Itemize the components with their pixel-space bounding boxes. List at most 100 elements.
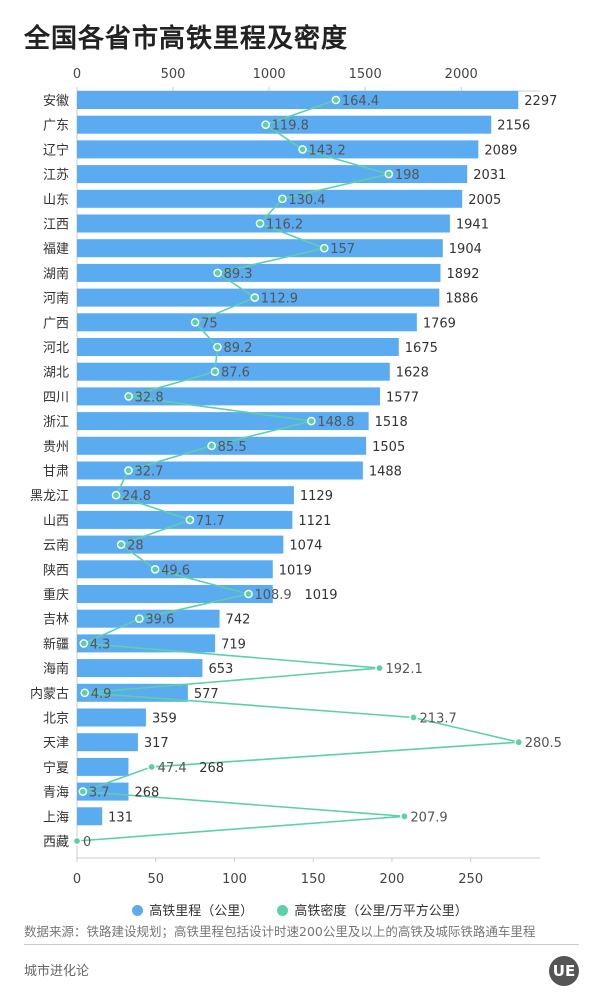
bar-value-label: 1505 — [372, 440, 405, 455]
bar-value-label: 268 — [134, 786, 159, 801]
bar-value-label: 1019 — [304, 588, 337, 603]
divider — [24, 944, 579, 945]
density-point — [250, 293, 260, 302]
bar — [77, 362, 390, 381]
bar-value-label: 1577 — [386, 390, 419, 405]
legend-dot-icon — [132, 905, 144, 916]
density-point — [278, 194, 287, 204]
category-label: 湖北 — [43, 366, 69, 381]
legend-dot-icon — [277, 905, 289, 916]
density-value-label: 87.6 — [221, 366, 250, 381]
top-tick-label: 500 — [161, 67, 186, 82]
density-value-label: 28 — [127, 539, 144, 554]
top-tick-label: 1500 — [349, 67, 382, 82]
bar — [77, 140, 479, 159]
density-value-label: 0 — [83, 835, 91, 850]
category-label: 江西 — [43, 218, 69, 233]
bar-value-label: 1019 — [279, 563, 312, 578]
density-point — [261, 120, 270, 129]
density-point — [124, 392, 133, 401]
bar — [77, 91, 519, 109]
bar-value-label: 317 — [144, 736, 169, 751]
bottom-tick-label: 250 — [458, 872, 483, 887]
density-point — [150, 565, 160, 574]
bottom-tick-label: 100 — [222, 872, 247, 887]
density-value-label: 24.8 — [122, 489, 151, 504]
chart-title: 全国各省市高铁里程及密度 — [24, 24, 349, 54]
category-label: 天津 — [43, 736, 69, 751]
category-label: 吉林 — [43, 613, 69, 628]
category-label: 北京 — [43, 712, 69, 727]
bar-value-label: 1675 — [405, 341, 438, 356]
bottom-tick-label: 50 — [147, 872, 164, 887]
bar-value-label: 577 — [194, 687, 219, 702]
bar — [77, 338, 399, 356]
density-value-label: 213.7 — [420, 712, 457, 727]
category-label: 湖南 — [43, 266, 69, 282]
bar — [77, 560, 273, 579]
bar — [77, 659, 203, 678]
density-value-label: 207.9 — [410, 810, 447, 825]
density-point — [207, 441, 216, 451]
density-point — [185, 515, 195, 525]
density-point — [409, 713, 418, 722]
bar — [77, 510, 293, 529]
density-value-label: 280.5 — [525, 736, 562, 751]
category-label: 四川 — [43, 390, 69, 405]
bar-value-label: 653 — [208, 662, 233, 677]
category-label: 新疆 — [43, 636, 69, 652]
bar-value-label: 1488 — [369, 465, 402, 480]
density-point — [375, 663, 384, 673]
bar — [77, 609, 220, 628]
density-value-label: 157 — [330, 242, 355, 257]
density-value-label: 198 — [395, 168, 420, 183]
category-label: 内蒙古 — [30, 686, 69, 702]
category-label: 重庆 — [43, 587, 69, 603]
density-value-label: 49.6 — [161, 563, 190, 578]
category-label: 广西 — [43, 316, 69, 331]
bar — [77, 486, 294, 505]
category-label: 青海 — [43, 786, 69, 801]
category-label: 黑龙江 — [30, 489, 69, 504]
category-label: 陕西 — [43, 563, 69, 578]
category-label: 河南 — [43, 291, 69, 307]
category-label: 宁夏 — [43, 760, 69, 776]
bar — [77, 239, 443, 258]
density-point — [514, 737, 524, 747]
bar-value-label: 1904 — [449, 242, 482, 257]
density-point — [319, 243, 329, 253]
bar-value-label: 1892 — [446, 267, 479, 282]
density-point — [213, 342, 222, 352]
category-label: 江苏 — [43, 167, 69, 183]
density-point — [400, 812, 409, 821]
bar-value-label: 1941 — [456, 218, 489, 233]
density-point — [116, 540, 126, 549]
bar-value-label: 2005 — [468, 193, 501, 208]
density-value-label: 130.4 — [288, 193, 325, 208]
bar — [77, 189, 463, 208]
category-label: 海南 — [43, 661, 69, 677]
bar-value-label: 742 — [226, 613, 251, 628]
density-point — [244, 589, 253, 599]
density-value-label: 32.7 — [134, 465, 163, 480]
category-label: 云南 — [43, 538, 69, 554]
bar — [77, 807, 103, 826]
density-point — [80, 688, 90, 698]
bar — [77, 683, 188, 702]
bar — [77, 782, 129, 801]
density-value-label: 119.8 — [272, 119, 309, 134]
bar-value-label: 1121 — [298, 514, 331, 529]
bar-value-label: 1628 — [396, 366, 429, 381]
brand-name: 城市进化论 — [24, 964, 90, 979]
bar — [77, 461, 363, 480]
density-value-label: 85.5 — [218, 440, 247, 455]
density-point — [124, 466, 133, 475]
category-label: 广东 — [43, 119, 69, 134]
legend-item-mileage[interactable]: 高铁里程（公里） — [132, 900, 253, 919]
density-value-label: 75 — [201, 316, 218, 331]
density-value-label: 143.2 — [309, 143, 346, 158]
density-value-label: 71.7 — [196, 514, 225, 529]
bar — [77, 263, 441, 282]
legend-item-density[interactable]: 高铁密度（公里/万平方公里） — [277, 900, 468, 919]
bar-value-label: 268 — [199, 761, 224, 776]
